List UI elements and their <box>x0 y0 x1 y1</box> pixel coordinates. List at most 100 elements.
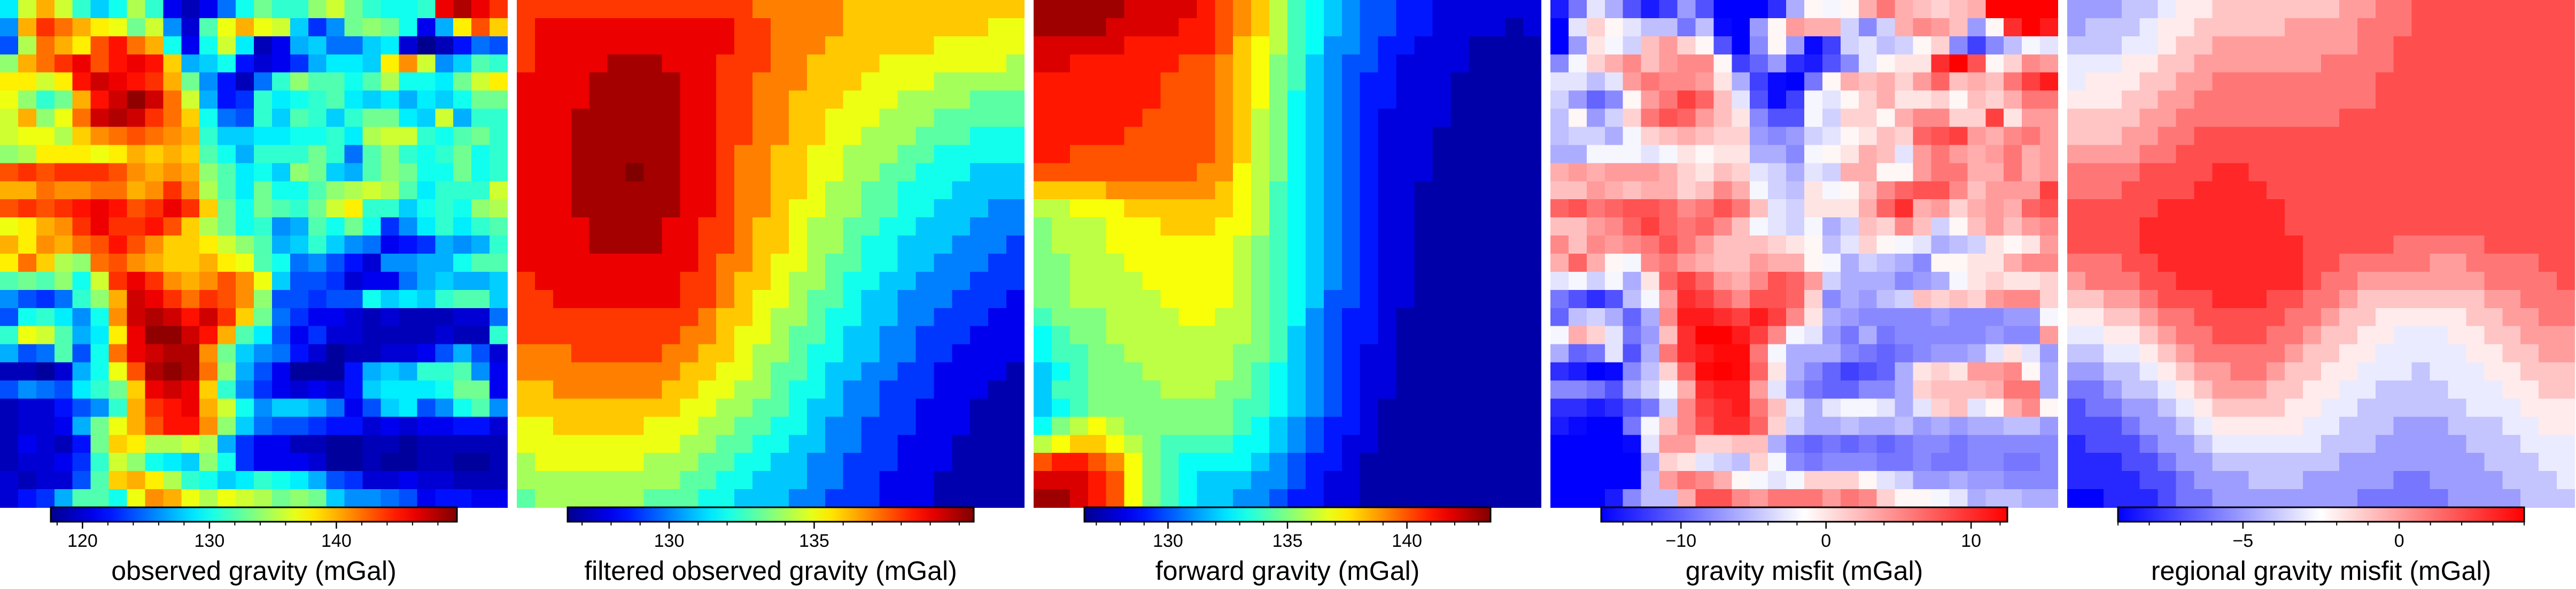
heatmap-cell <box>54 181 73 200</box>
heatmap-cell <box>1269 127 1288 146</box>
heatmap-cell <box>1586 217 1605 236</box>
heatmap-cell <box>771 289 789 309</box>
heatmap-cell <box>1876 18 1896 37</box>
heatmap-cell <box>643 380 663 399</box>
heatmap-cell <box>72 199 91 218</box>
heatmap-cell <box>2357 54 2376 73</box>
heatmap-cell <box>698 362 717 381</box>
heatmap-cell <box>181 54 200 73</box>
heatmap-cell <box>1786 72 1805 91</box>
heatmap-cell <box>72 90 91 109</box>
heatmap-cell <box>362 90 382 109</box>
heatmap-cell <box>2040 326 2058 345</box>
heatmap-cell <box>589 127 608 146</box>
heatmap-cell <box>2557 54 2575 73</box>
heatmap-cell <box>399 344 418 363</box>
heatmap-cell <box>1913 453 1932 472</box>
heatmap-cell <box>72 380 91 399</box>
heatmap-cell <box>988 90 1007 109</box>
heatmap-cell <box>2022 235 2040 254</box>
heatmap-cell <box>1323 235 1343 254</box>
heatmap-cell <box>734 326 753 345</box>
heatmap-cell <box>0 127 19 146</box>
heatmap-cell <box>662 0 681 19</box>
heatmap-cell <box>2430 181 2449 200</box>
heatmap-cell <box>534 489 554 508</box>
heatmap-cell <box>362 108 382 128</box>
heatmap-cell <box>1568 489 1587 508</box>
heatmap-cell <box>2139 362 2159 381</box>
heatmap-cell <box>1469 308 1488 327</box>
heatmap-cell <box>1378 453 1397 472</box>
heatmap-cell <box>1178 108 1198 128</box>
heatmap-cell <box>344 127 363 146</box>
heatmap-cell <box>1450 54 1470 73</box>
heatmap-cell <box>1641 453 1660 472</box>
heatmap-cell <box>1251 398 1270 418</box>
heatmap-cell <box>326 417 345 436</box>
heatmap-cell <box>1006 254 1025 272</box>
heatmap-cell <box>698 489 717 508</box>
heatmap-cell <box>589 18 608 37</box>
heatmap-cell <box>788 18 808 37</box>
heatmap-cell <box>2176 0 2195 19</box>
heatmap-cell <box>290 127 309 146</box>
heatmap-cell <box>897 254 917 272</box>
heatmap-cell <box>108 344 128 363</box>
heatmap-cell <box>934 108 953 128</box>
heatmap-cell <box>2430 72 2449 91</box>
heatmap-cell <box>2411 90 2431 109</box>
heatmap-cell <box>1931 289 1950 309</box>
heatmap-cell <box>1251 254 1270 272</box>
heatmap-cell <box>879 163 898 182</box>
heatmap-cell <box>163 380 182 399</box>
heatmap-cell <box>2194 127 2213 146</box>
heatmap-cell <box>2285 127 2303 146</box>
heatmap-cell <box>2430 453 2449 472</box>
heatmap-cell <box>625 18 645 37</box>
heatmap-cell <box>326 90 345 109</box>
heatmap-cell <box>1341 235 1361 254</box>
panel-filtered-observed-gravity: 130 135 filtered observed gravity (mGal) <box>517 0 1025 589</box>
heatmap-cell <box>879 471 898 490</box>
heatmap-cell <box>1895 0 1914 19</box>
heatmap-cell <box>1051 398 1070 418</box>
heatmap-cell <box>1713 254 1733 272</box>
heatmap-cell <box>1623 181 1642 200</box>
heatmap-cell <box>1305 489 1324 508</box>
heatmap-cell <box>643 127 663 146</box>
heatmap-cell <box>934 489 953 508</box>
heatmap-cell <box>1750 453 1768 472</box>
heatmap-cell <box>1931 271 1950 290</box>
heatmap-cell <box>1822 145 1841 164</box>
heatmap-cell <box>1523 435 1541 454</box>
heatmap-cell <box>453 0 472 19</box>
heatmap-cell <box>1822 18 1841 37</box>
heatmap-cell <box>2539 18 2557 37</box>
heatmap-cell <box>2139 308 2159 327</box>
heatmap-cell <box>254 435 273 454</box>
heatmap-cell <box>1732 417 1751 436</box>
heatmap-cell <box>2121 0 2140 19</box>
heatmap-cell <box>2176 344 2195 363</box>
heatmap-cell <box>2484 271 2503 290</box>
heatmap-cell <box>861 90 880 109</box>
heatmap-cell <box>1287 18 1306 37</box>
heatmap-cell <box>2393 90 2412 109</box>
heatmap-cell <box>1432 344 1452 363</box>
heatmap-cell <box>1305 72 1324 91</box>
heatmap-cell <box>2230 145 2249 164</box>
heatmap-cell <box>2004 326 2022 345</box>
heatmap-cell <box>2176 235 2195 254</box>
heatmap-cell <box>1341 435 1361 454</box>
heatmap-cell <box>1341 489 1361 508</box>
heatmap-cell <box>607 217 626 236</box>
heatmap-cell <box>2520 471 2539 490</box>
heatmap-cell <box>517 163 536 182</box>
heatmap-cell <box>1088 36 1107 55</box>
heatmap-cell <box>290 471 309 490</box>
heatmap-cell <box>2557 398 2575 418</box>
heatmap-cell <box>589 145 608 164</box>
heatmap-cell <box>2121 145 2140 164</box>
heatmap-cell <box>1106 471 1125 490</box>
